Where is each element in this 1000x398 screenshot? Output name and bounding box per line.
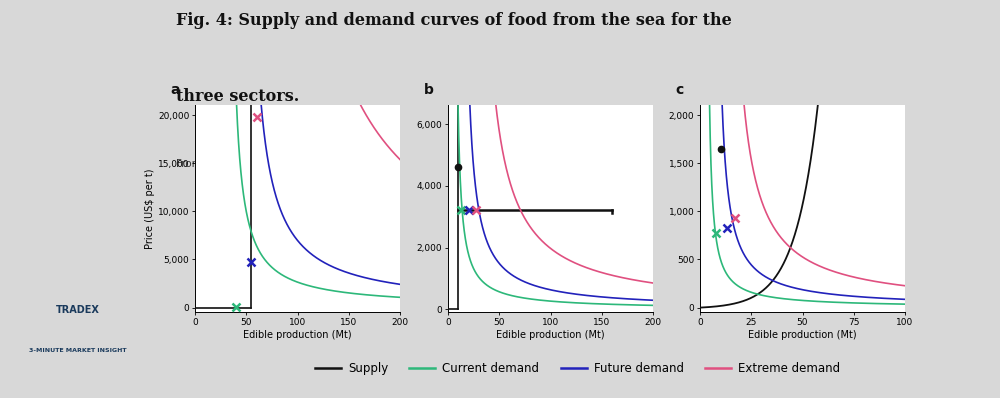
Text: 3-MINUTE MARKET INSIGHT: 3-MINUTE MARKET INSIGHT xyxy=(29,348,126,353)
Y-axis label: Price (US$ per t): Price (US$ per t) xyxy=(145,169,155,249)
Text: a: a xyxy=(170,83,180,97)
X-axis label: Edible production (Mt): Edible production (Mt) xyxy=(496,330,605,340)
Text: TRADEX: TRADEX xyxy=(56,305,99,316)
X-axis label: Edible production (Mt): Edible production (Mt) xyxy=(243,330,352,340)
Text: Fig. 4: Supply and demand curves of food from the sea for the: Fig. 4: Supply and demand curves of food… xyxy=(176,12,732,29)
Text: three sectors.: three sectors. xyxy=(176,88,299,105)
Text: b: b xyxy=(423,83,433,97)
Text: The future of food from the sea: The future of food from the sea xyxy=(203,159,367,169)
X-axis label: Edible production (Mt): Edible production (Mt) xyxy=(748,330,857,340)
Text: From:: From: xyxy=(176,159,209,169)
Legend: Supply, Current demand, Future demand, Extreme demand: Supply, Current demand, Future demand, E… xyxy=(315,362,840,375)
Text: c: c xyxy=(675,83,684,97)
